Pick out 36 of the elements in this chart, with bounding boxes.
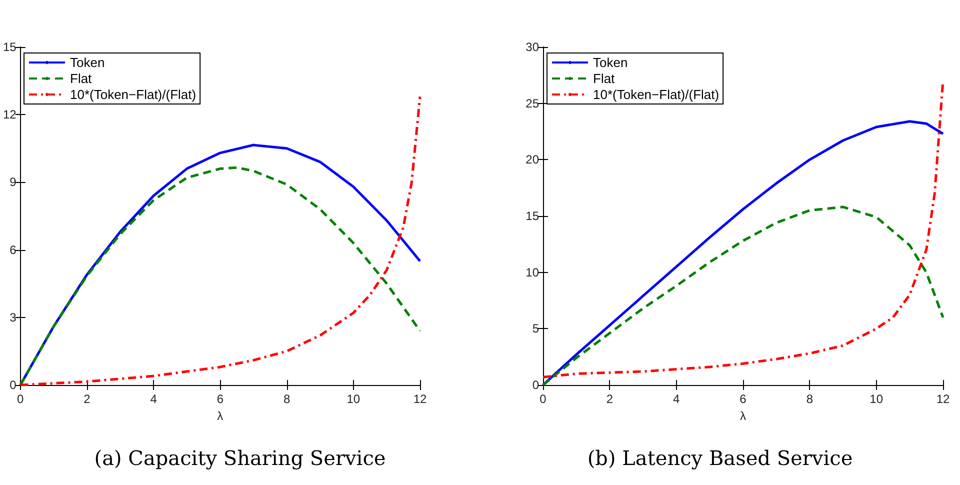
- legend-label: Flat: [70, 71, 92, 86]
- x-axis-title: λ: [740, 408, 746, 423]
- x-tick-label: 4: [150, 392, 158, 406]
- x-tick-label: 10: [346, 392, 360, 406]
- x-tick-label: 6: [216, 392, 224, 406]
- x-tick-label: 10: [870, 392, 884, 406]
- y-tick-label: 6: [10, 242, 17, 257]
- x-tick-label: 8: [806, 392, 814, 406]
- legend-label: 10*(Token−Flat)/(Flat): [593, 87, 720, 102]
- y-tick-label: 5: [532, 322, 540, 336]
- x-tick-label: 6: [740, 392, 747, 406]
- x-tick-label: 4: [672, 392, 680, 406]
- legend-label: Token: [593, 55, 628, 70]
- legend-label: Flat: [593, 71, 616, 86]
- x-axis-title: λ: [217, 408, 224, 423]
- y-tick-label: 15: [2, 40, 17, 54]
- y-tick-label: 15: [526, 209, 540, 223]
- y-tick-label: 25: [526, 96, 540, 110]
- x-tick-label: 2: [606, 392, 614, 406]
- y-tick-label: 3: [10, 310, 17, 324]
- line-series: [542, 206, 944, 386]
- y-tick-label: 20: [526, 152, 540, 167]
- x-tick-label: 8: [283, 392, 290, 406]
- x-tick-label: 12: [936, 392, 950, 406]
- x-tick-label: 2: [84, 392, 91, 406]
- legend-label: Token: [70, 55, 105, 70]
- y-tick-label: 0: [532, 378, 540, 392]
- y-tick-label: 30: [526, 40, 540, 54]
- x-tick-label: 12: [413, 392, 427, 406]
- text: (b) Latency Based Service: [587, 446, 853, 470]
- legend-label: 10*(Token−Flat)/(Flat): [70, 87, 196, 102]
- y-tick-label: 10: [526, 265, 540, 280]
- text: (a) Capacity Sharing Service: [94, 446, 386, 470]
- y-tick-label: 9: [10, 175, 17, 190]
- y-tick-label: 0: [10, 378, 17, 392]
- y-tick-label: 12: [2, 108, 17, 122]
